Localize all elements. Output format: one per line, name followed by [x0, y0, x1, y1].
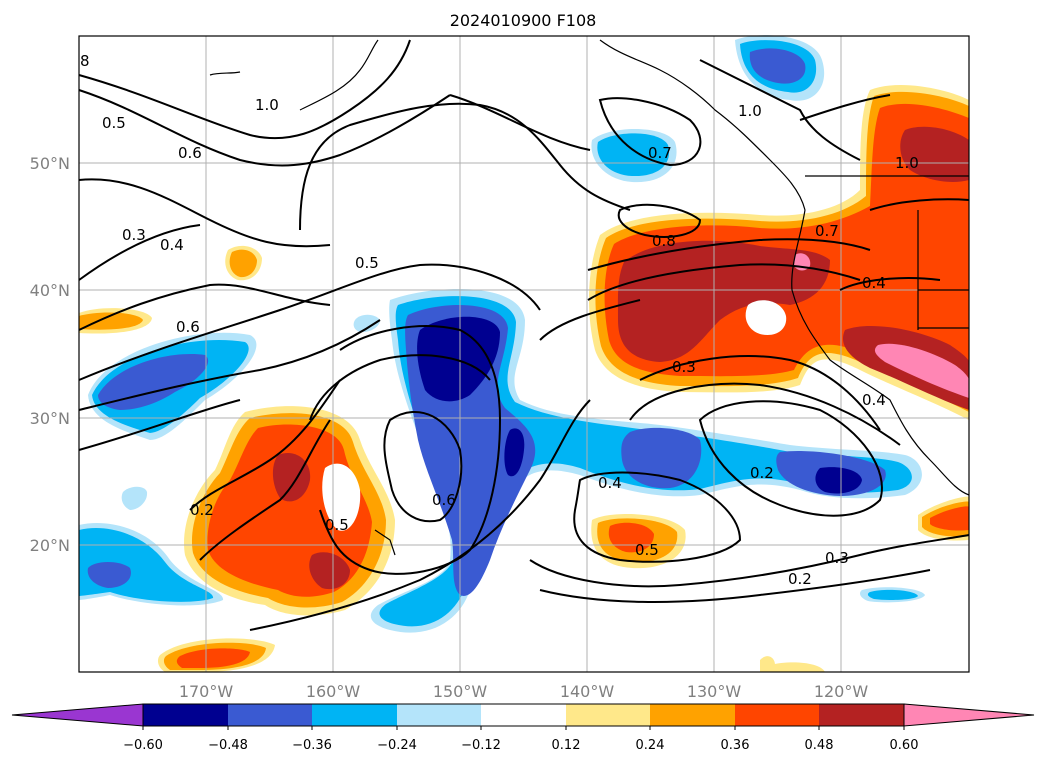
lon-label-150w: 150°W	[433, 682, 488, 701]
contour-label: 0.7	[815, 222, 839, 240]
filled-anomaly-layer	[79, 35, 969, 672]
lon-label-130w: 130°W	[687, 682, 742, 701]
contour-label: 0.2	[788, 570, 812, 588]
positive-anomaly-region	[874, 343, 969, 398]
map-frame	[78, 35, 970, 673]
contour-label: 0.4	[862, 391, 886, 409]
positive-anomaly-region	[309, 552, 350, 590]
lat-label-50n: 50°N	[30, 154, 70, 173]
lon-label-160w: 160°W	[306, 682, 361, 701]
colorbar-tick-label: −0.48	[208, 738, 248, 753]
colorbar-swatch	[481, 704, 566, 726]
colorbar-tick-label: −0.24	[377, 738, 417, 753]
colorbar-extend-high	[903, 703, 1035, 727]
contour-label: 0.2	[190, 501, 214, 519]
negative-anomaly-region	[815, 467, 862, 494]
colorbar-swatch	[143, 704, 228, 726]
negative-anomaly-region	[353, 314, 380, 333]
positive-anomaly-region	[79, 312, 143, 330]
lat-label-40n: 40°N	[30, 281, 70, 300]
contour-label: 0.3	[825, 549, 849, 567]
contour-label: 0.4	[160, 236, 184, 254]
contour-label: 0.6	[178, 144, 202, 162]
contour-label: 0.8	[652, 232, 676, 250]
colorbar-swatch	[312, 704, 397, 726]
positive-anomaly-region	[745, 300, 787, 336]
colorbar-tick-label: 0.12	[552, 738, 581, 753]
colorbar-swatch	[650, 704, 735, 726]
colorbar-tick-label: 0.48	[805, 738, 834, 753]
negative-anomaly-region	[597, 133, 670, 177]
colorbar-tick-label: −0.12	[461, 738, 501, 753]
contour-label: 0.2	[750, 464, 774, 482]
lon-label-140w: 140°W	[560, 682, 615, 701]
contour-label: 0.3	[672, 358, 696, 376]
positive-anomaly-region	[617, 240, 830, 362]
contour-label: 0.6	[432, 491, 456, 509]
negative-anomaly-region	[867, 589, 918, 600]
negative-anomaly-region	[417, 316, 500, 402]
negative-anomaly-region	[749, 48, 806, 84]
contour-label: 0.5	[325, 516, 349, 534]
longitude-labels: 170°W 160°W 150°W 140°W 130°W 120°W	[179, 682, 869, 701]
negative-anomaly-region	[504, 428, 525, 477]
colorbar-swatch	[397, 704, 481, 726]
negative-anomaly-region	[98, 354, 209, 410]
colorbar-tick-label: 0.60	[890, 738, 919, 753]
negative-anomaly-region	[121, 486, 148, 510]
lat-label-30n: 30°N	[30, 409, 70, 428]
contour-label: 0.5	[635, 541, 659, 559]
contour-label-layer: 8 1.0 0.5 0.6 0.3 0.4 0.6 0.5 0.2 0.5 0.…	[80, 52, 919, 588]
colorbar-extend-low	[11, 703, 144, 727]
positive-anomaly-region	[272, 452, 311, 502]
contour-label: 0.3	[122, 226, 146, 244]
positive-anomaly-region	[930, 506, 969, 531]
contour-label: 1.0	[738, 102, 762, 120]
colorbar-swatch	[819, 704, 904, 726]
contour-label: 1.0	[255, 96, 279, 114]
colorbar-swatch	[735, 704, 819, 726]
colorbar-swatch	[228, 704, 312, 726]
contour-label: 0.4	[862, 274, 886, 292]
contour-label: 1.0	[895, 154, 919, 172]
contour-label: 0.4	[598, 474, 622, 492]
map-title: 2024010900 F108	[450, 11, 597, 30]
contour-label: 0.7	[648, 144, 672, 162]
positive-anomaly-region	[229, 249, 257, 278]
contour-label: 0.6	[176, 318, 200, 336]
contour-lines	[78, 39, 970, 631]
contour-label: 0.5	[102, 114, 126, 132]
colorbar-swatch	[566, 704, 650, 726]
lat-label-20n: 20°N	[30, 536, 70, 555]
colorbar-tick-label: −0.36	[292, 738, 332, 753]
colorbar: −0.60 −0.48 −0.36 −0.24 −0.12 0.12 0.24 …	[11, 703, 1035, 753]
lon-label-170w: 170°W	[179, 682, 234, 701]
lon-label-120w: 120°W	[814, 682, 869, 701]
colorbar-tick-label: −0.60	[123, 738, 163, 753]
contour-label: 8	[80, 52, 90, 70]
latitude-labels: 50°N 40°N 30°N 20°N	[30, 154, 70, 555]
map-panel: 8 1.0 0.5 0.6 0.3 0.4 0.6 0.5 0.2 0.5 0.…	[78, 35, 970, 673]
positive-anomaly-region	[176, 648, 250, 668]
positive-anomaly-region	[322, 463, 361, 531]
contour-label: 0.5	[355, 254, 379, 272]
coastlines	[209, 39, 970, 556]
colorbar-tick-label: 0.36	[721, 738, 750, 753]
colorbar-outline	[142, 703, 905, 727]
positive-anomaly-region	[770, 662, 825, 672]
positive-anomaly-region	[900, 126, 969, 182]
graticule	[79, 36, 969, 672]
colorbar-tick-label: 0.24	[636, 738, 665, 753]
negative-anomaly-region	[87, 562, 131, 588]
